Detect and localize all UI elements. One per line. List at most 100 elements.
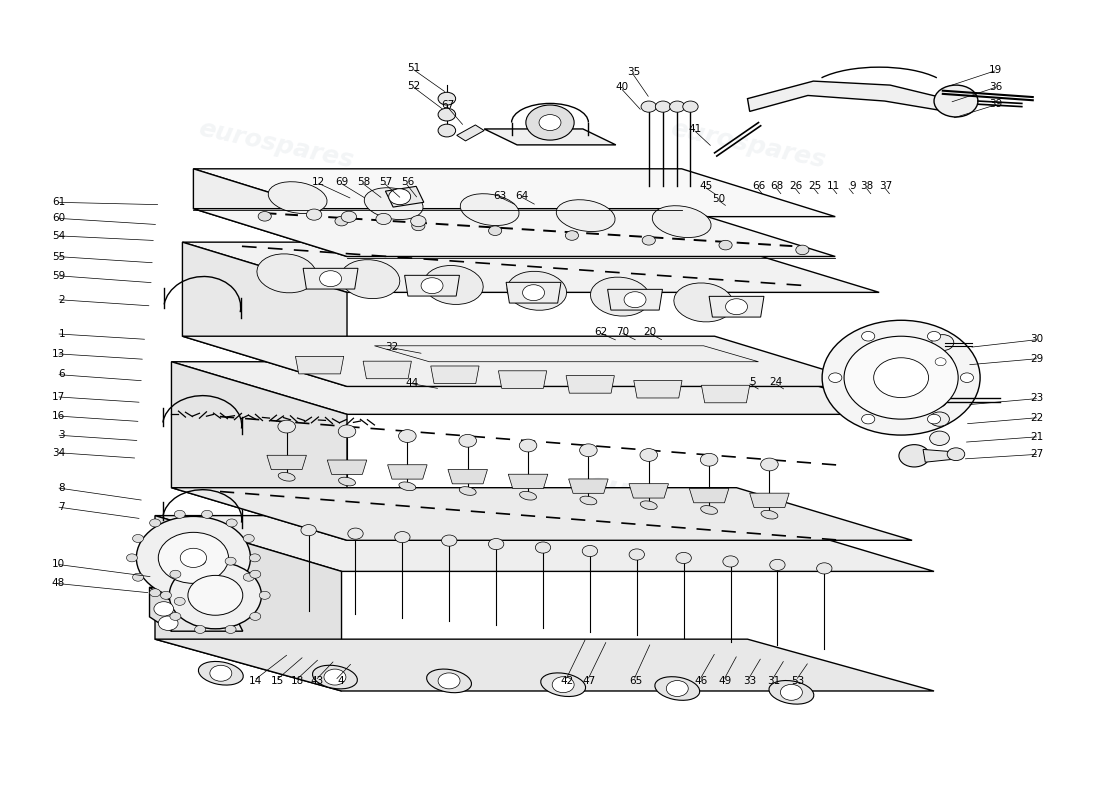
Circle shape bbox=[243, 534, 254, 542]
Circle shape bbox=[930, 431, 949, 446]
Text: 59: 59 bbox=[52, 270, 65, 281]
Polygon shape bbox=[194, 169, 346, 257]
Text: 9: 9 bbox=[849, 182, 856, 191]
Text: eurospares: eurospares bbox=[196, 117, 355, 173]
Circle shape bbox=[250, 554, 261, 562]
Polygon shape bbox=[607, 290, 662, 310]
Text: 54: 54 bbox=[52, 230, 65, 241]
Circle shape bbox=[150, 589, 161, 597]
Polygon shape bbox=[484, 129, 616, 145]
Text: 51: 51 bbox=[407, 63, 420, 74]
Circle shape bbox=[348, 528, 363, 539]
Ellipse shape bbox=[591, 277, 650, 316]
Circle shape bbox=[174, 598, 185, 606]
Polygon shape bbox=[634, 381, 682, 398]
Circle shape bbox=[536, 542, 551, 553]
Text: 44: 44 bbox=[405, 378, 418, 388]
Text: 61: 61 bbox=[52, 198, 65, 207]
Text: 20: 20 bbox=[644, 327, 657, 338]
Text: 14: 14 bbox=[250, 676, 263, 686]
Ellipse shape bbox=[557, 200, 615, 231]
Circle shape bbox=[320, 270, 341, 286]
Ellipse shape bbox=[257, 254, 317, 293]
Text: 29: 29 bbox=[1031, 354, 1044, 363]
Circle shape bbox=[158, 616, 178, 630]
Circle shape bbox=[169, 570, 180, 578]
Text: 16: 16 bbox=[52, 411, 65, 421]
Circle shape bbox=[723, 556, 738, 567]
Polygon shape bbox=[690, 489, 729, 502]
Ellipse shape bbox=[761, 510, 778, 519]
Text: 42: 42 bbox=[561, 676, 574, 686]
Ellipse shape bbox=[580, 496, 597, 505]
Circle shape bbox=[133, 534, 143, 542]
Polygon shape bbox=[328, 460, 366, 474]
Circle shape bbox=[227, 519, 238, 527]
Polygon shape bbox=[194, 209, 835, 257]
Polygon shape bbox=[155, 515, 341, 691]
Ellipse shape bbox=[652, 206, 711, 238]
Circle shape bbox=[925, 392, 947, 408]
Polygon shape bbox=[566, 376, 615, 393]
Polygon shape bbox=[569, 479, 608, 494]
Text: 11: 11 bbox=[826, 182, 839, 191]
Polygon shape bbox=[267, 455, 307, 470]
Circle shape bbox=[861, 331, 875, 341]
Text: 62: 62 bbox=[594, 327, 607, 338]
Circle shape bbox=[816, 563, 832, 574]
Ellipse shape bbox=[198, 662, 243, 685]
Circle shape bbox=[210, 666, 232, 682]
Text: 52: 52 bbox=[407, 81, 420, 91]
Ellipse shape bbox=[399, 482, 416, 490]
Polygon shape bbox=[304, 268, 358, 289]
Text: 63: 63 bbox=[493, 191, 506, 201]
Text: eurospares: eurospares bbox=[668, 117, 827, 173]
Circle shape bbox=[928, 353, 953, 370]
Polygon shape bbox=[150, 587, 172, 631]
Circle shape bbox=[641, 101, 657, 112]
Circle shape bbox=[133, 574, 143, 582]
Text: 64: 64 bbox=[515, 191, 528, 201]
Circle shape bbox=[935, 358, 946, 366]
Circle shape bbox=[438, 124, 455, 137]
Circle shape bbox=[526, 105, 574, 140]
Polygon shape bbox=[172, 362, 346, 540]
Text: 22: 22 bbox=[1031, 413, 1044, 422]
Text: 36: 36 bbox=[989, 82, 1002, 92]
Text: 15: 15 bbox=[272, 676, 285, 686]
Circle shape bbox=[656, 101, 671, 112]
Circle shape bbox=[136, 516, 251, 599]
Text: 33: 33 bbox=[742, 676, 757, 686]
Circle shape bbox=[195, 626, 206, 634]
Text: 67: 67 bbox=[441, 100, 454, 110]
Circle shape bbox=[169, 562, 262, 629]
Text: 34: 34 bbox=[52, 448, 65, 458]
Circle shape bbox=[927, 331, 940, 341]
Text: 56: 56 bbox=[400, 178, 414, 187]
Circle shape bbox=[301, 525, 317, 536]
Text: 38: 38 bbox=[860, 182, 873, 191]
Text: 39: 39 bbox=[989, 99, 1002, 110]
Circle shape bbox=[552, 677, 574, 693]
Circle shape bbox=[899, 445, 930, 467]
Polygon shape bbox=[155, 639, 934, 691]
Text: 27: 27 bbox=[1031, 450, 1044, 459]
Circle shape bbox=[341, 211, 356, 222]
Circle shape bbox=[624, 292, 646, 308]
Circle shape bbox=[411, 221, 425, 230]
Ellipse shape bbox=[701, 506, 717, 514]
Circle shape bbox=[338, 425, 355, 438]
Circle shape bbox=[580, 444, 597, 457]
Polygon shape bbox=[448, 470, 487, 484]
Text: 65: 65 bbox=[629, 676, 642, 686]
Polygon shape bbox=[629, 484, 669, 498]
Text: 3: 3 bbox=[58, 430, 65, 440]
Text: 30: 30 bbox=[1031, 334, 1044, 345]
Text: 5: 5 bbox=[750, 378, 757, 387]
Text: 57: 57 bbox=[378, 178, 392, 187]
Polygon shape bbox=[374, 346, 759, 362]
Polygon shape bbox=[172, 362, 912, 414]
Text: 24: 24 bbox=[769, 378, 782, 387]
Ellipse shape bbox=[459, 486, 476, 495]
Polygon shape bbox=[498, 371, 547, 388]
